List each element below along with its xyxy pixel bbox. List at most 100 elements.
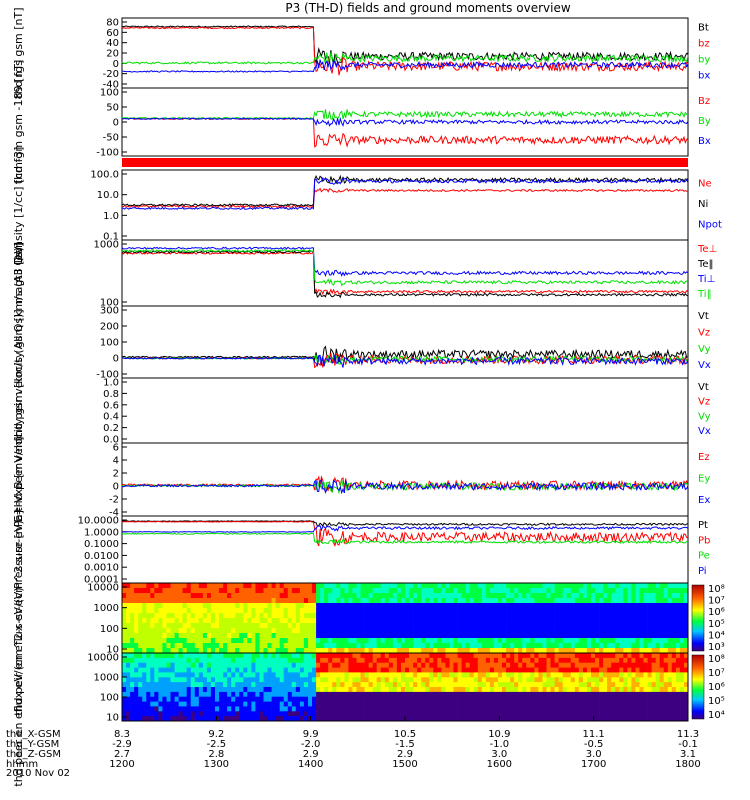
heatmap-cell — [227, 613, 232, 619]
heatmap-cell — [380, 618, 386, 624]
heatmap-cell — [239, 716, 244, 722]
heatmap-cell — [130, 667, 135, 673]
heatmap-cell — [498, 603, 503, 609]
heatmap-cell — [267, 691, 272, 698]
heatmap-cell — [562, 672, 568, 678]
heatmap-cell — [413, 593, 418, 599]
heatmap-cell — [586, 598, 592, 604]
heatmap-cell — [502, 667, 507, 673]
heatmap-cell — [396, 598, 402, 604]
heatmap-cell — [150, 672, 155, 678]
heatmap-cell — [392, 603, 398, 609]
heatmap-cell — [223, 583, 228, 589]
heatmap-cell — [227, 687, 232, 693]
heatmap-cell — [445, 633, 450, 639]
heatmap-cell — [356, 711, 361, 717]
heatmap-cell — [675, 716, 681, 722]
heatmap-cell — [396, 677, 402, 683]
series-trace — [121, 250, 689, 299]
heatmap-cell — [627, 588, 632, 594]
heatmap-cell — [554, 638, 559, 644]
heatmap-cell — [340, 608, 345, 614]
heatmap-cell — [538, 701, 543, 707]
heatmap-cell — [481, 687, 487, 693]
heatmap-cell — [194, 716, 200, 722]
heatmap-cell — [619, 657, 624, 664]
heatmap-cell — [599, 687, 604, 693]
heatmap-cell — [291, 583, 297, 589]
heatmap-cell — [368, 667, 373, 673]
heatmap-cell — [251, 638, 256, 644]
heatmap-cell — [566, 682, 572, 688]
heatmap-cell — [392, 657, 398, 664]
heatmap-cell — [324, 677, 329, 683]
heatmap-cell — [174, 691, 179, 698]
heatmap-cell — [174, 672, 179, 678]
heatmap-cell — [489, 667, 495, 673]
heatmap-cell — [219, 711, 224, 717]
heatmap-cell — [582, 633, 588, 639]
heatmap-cell — [202, 618, 208, 624]
heatmap-cell — [320, 677, 325, 683]
heatmap-cell — [607, 682, 612, 688]
heatmap-cell — [150, 701, 155, 707]
heatmap-cell — [611, 593, 616, 599]
heatmap-cell — [445, 677, 450, 683]
heatmap-cell — [461, 643, 466, 649]
heatmap-cell — [186, 593, 192, 599]
heatmap-cell — [287, 682, 293, 688]
heatmap-cell — [506, 667, 511, 673]
heatmap-cell — [558, 672, 563, 678]
heatmap-cell — [425, 638, 430, 644]
heatmap-cell — [316, 682, 321, 688]
heatmap-cell — [684, 667, 689, 673]
heatmap-cell — [384, 583, 390, 589]
heatmap-cell — [639, 682, 644, 688]
heatmap-cell — [255, 691, 260, 698]
heatmap-cell — [202, 701, 208, 707]
heatmap-cell — [582, 643, 588, 649]
heatmap-cell — [126, 608, 131, 614]
heatmap-cell — [586, 623, 592, 629]
heatmap-cell — [485, 696, 491, 702]
heatmap-cell — [582, 716, 588, 722]
heatmap-cell — [235, 691, 240, 698]
heatmap-cell — [303, 687, 309, 693]
heatmap-cell — [336, 687, 341, 693]
heatmap-cell — [506, 653, 511, 659]
heatmap-cell — [619, 643, 624, 649]
heatmap-cell — [502, 677, 507, 683]
heatmap-cell — [182, 618, 187, 624]
heatmap-cell — [667, 598, 673, 604]
heatmap-cell — [215, 711, 220, 717]
heatmap-cell — [174, 711, 179, 717]
heatmap-cell — [150, 603, 155, 609]
heatmap-cell — [461, 648, 466, 654]
heatmap-cell — [150, 653, 155, 659]
heatmap-cell — [405, 682, 410, 688]
heatmap-cell — [405, 628, 410, 634]
heatmap-cell — [255, 603, 260, 609]
heatmap-cell — [457, 598, 462, 604]
heatmap-cell — [372, 691, 378, 698]
heatmap-cell — [477, 648, 483, 654]
heatmap-cell — [457, 643, 462, 649]
heatmap-cell — [263, 638, 268, 644]
heatmap-cell — [453, 716, 458, 722]
heatmap-cell — [295, 716, 301, 722]
heatmap-cell — [595, 687, 600, 693]
heatmap-cell — [231, 618, 236, 624]
heatmap-cell — [344, 643, 349, 649]
heatmap-cell — [251, 618, 256, 624]
heatmap-cell — [599, 593, 604, 599]
heatmap-cell — [655, 657, 661, 664]
heatmap-cell — [122, 583, 127, 589]
heatmap-cell — [275, 643, 280, 649]
heatmap-cell — [481, 667, 487, 673]
heatmap-cell — [550, 588, 555, 594]
heatmap-cell — [546, 648, 551, 654]
heatmap-cell — [603, 588, 608, 594]
heatmap-cell — [562, 687, 568, 693]
heatmap-cell — [316, 608, 321, 614]
heatmap-cell — [675, 618, 681, 624]
